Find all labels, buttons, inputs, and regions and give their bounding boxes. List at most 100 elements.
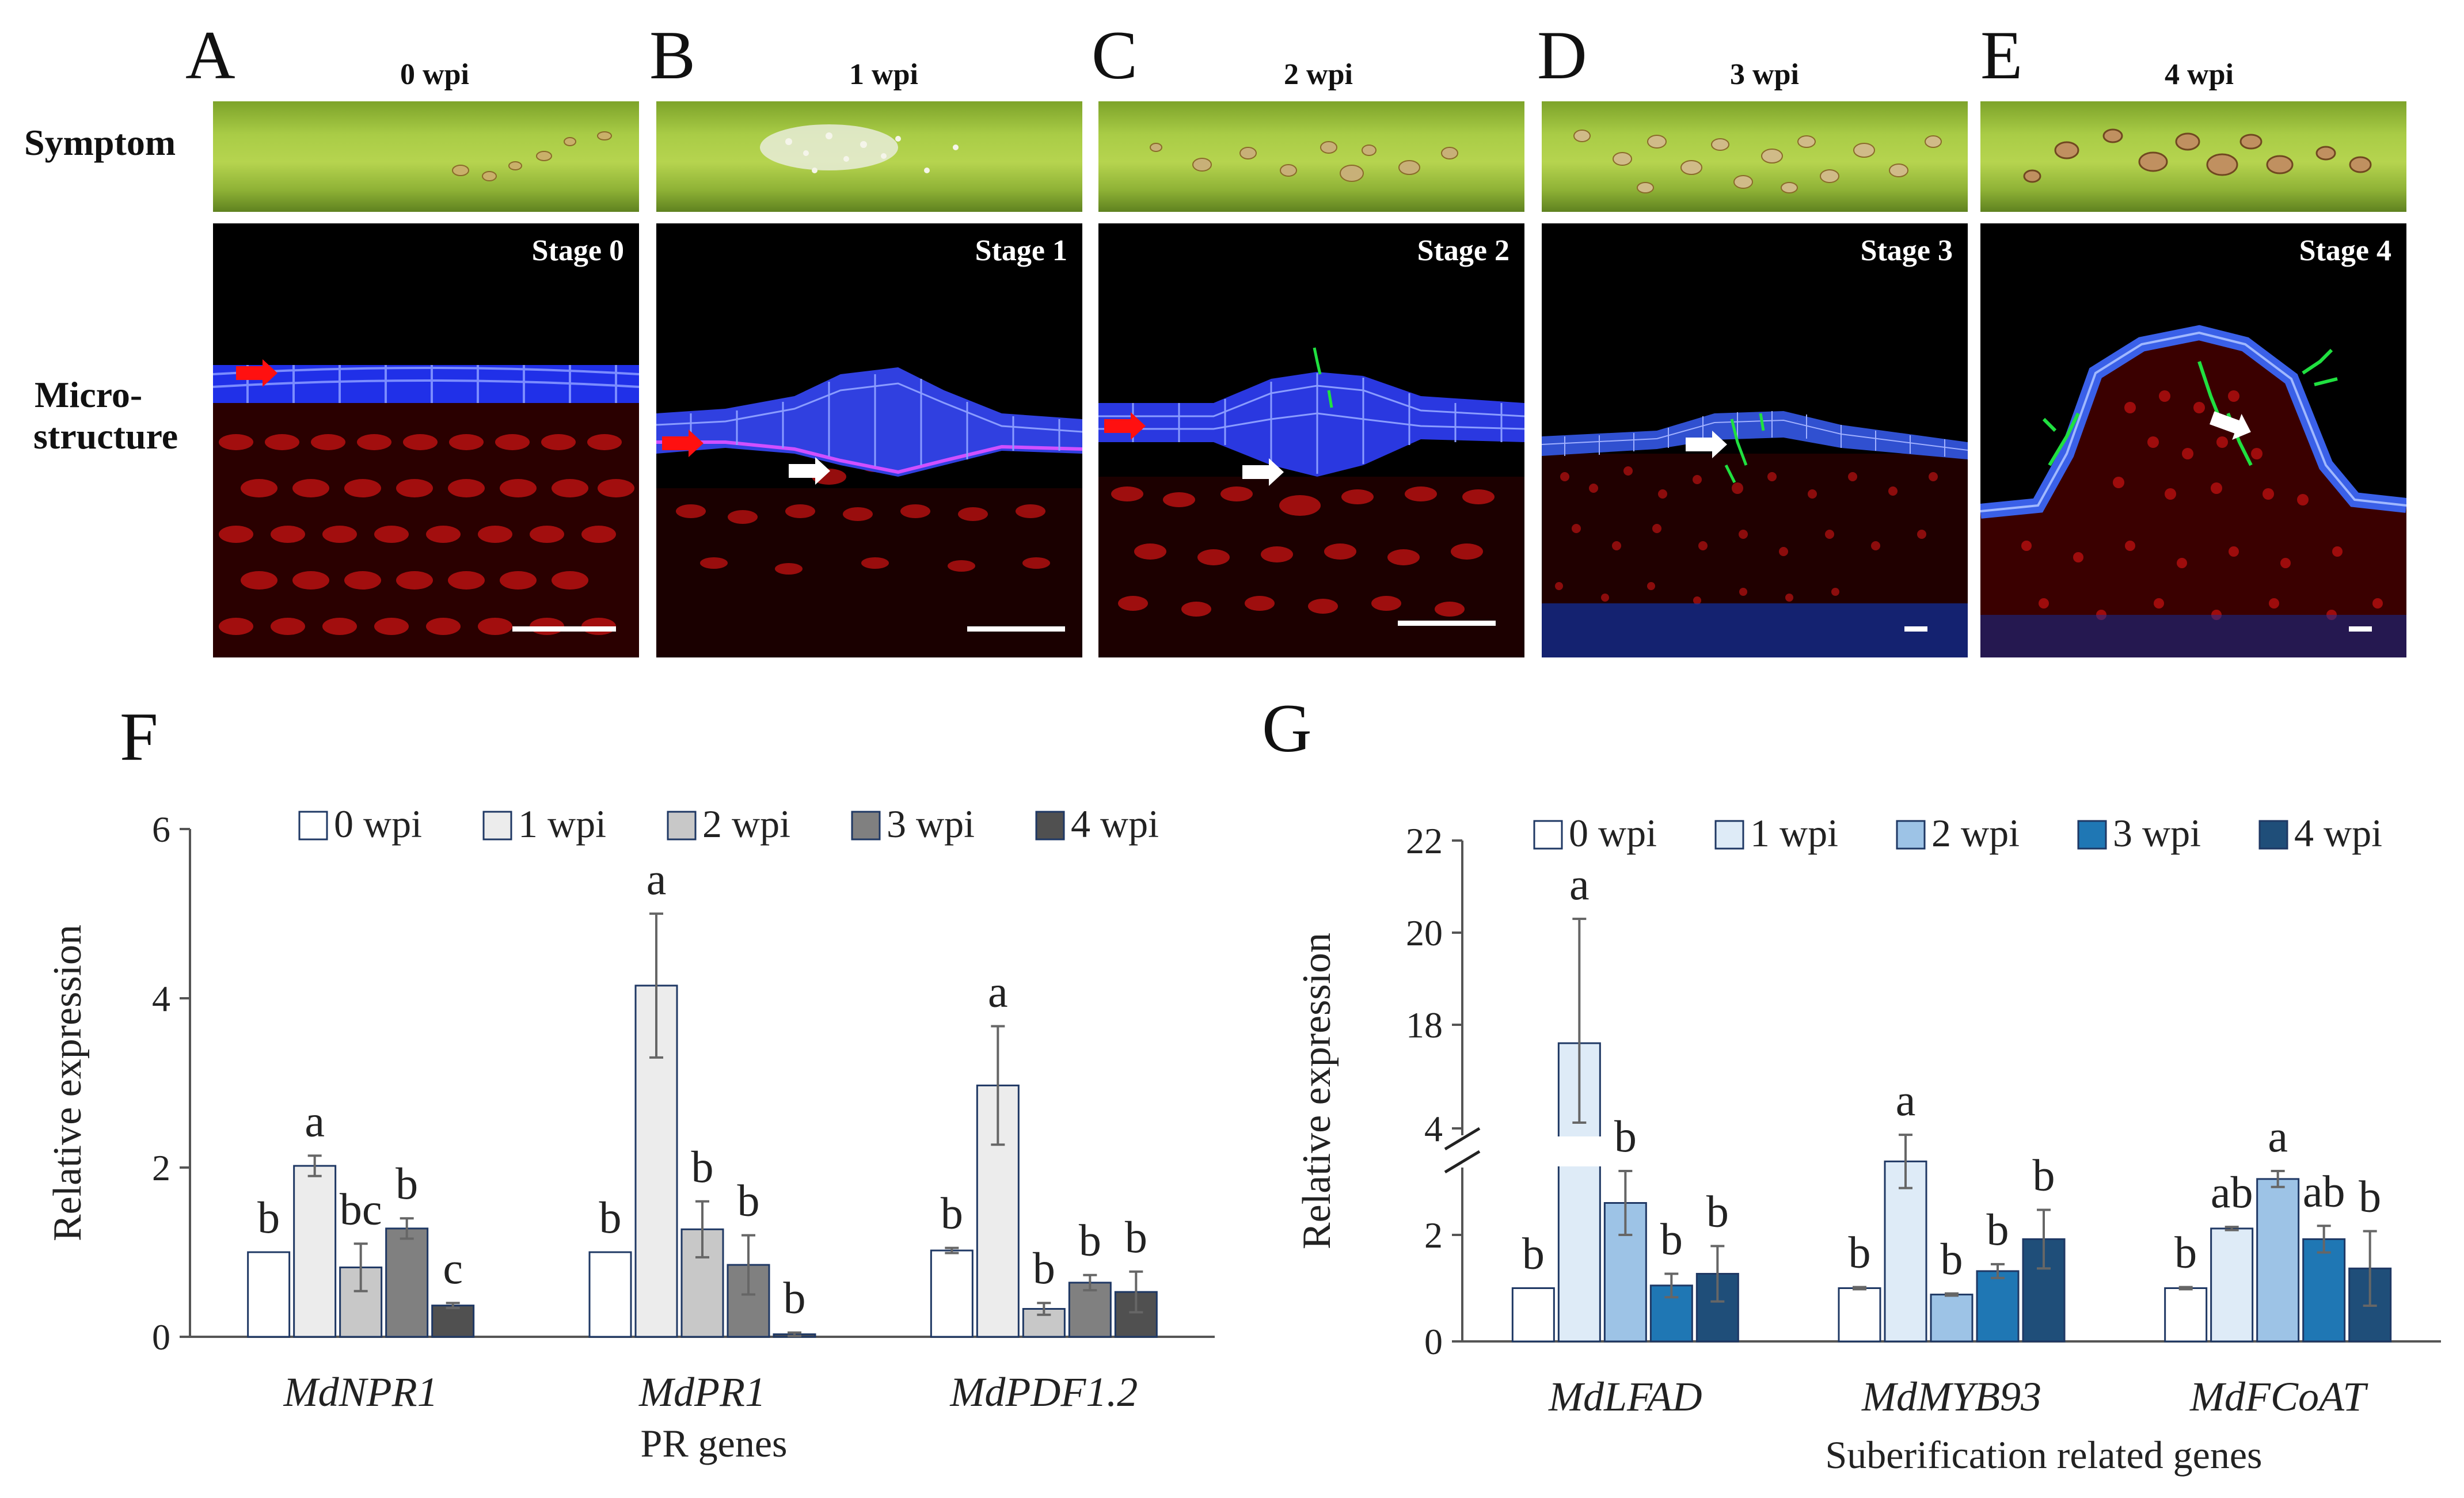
- micro-photo-c: Stage 2: [1098, 223, 1524, 657]
- significance-letter: b: [2174, 1227, 2197, 1278]
- symptom-lesions-d: [1573, 130, 1942, 193]
- legend-swatch: [667, 811, 697, 841]
- symptom-lesions-c: [1150, 141, 1458, 182]
- legend-label: 4 wpi: [2294, 811, 2382, 855]
- significance-letter: b: [1522, 1229, 1545, 1279]
- legend-swatch: [482, 811, 512, 841]
- timepoint-label-b: 1 wpi: [849, 58, 918, 91]
- legend-swatch: [2077, 820, 2107, 850]
- green-fluorescence-d: [1724, 413, 1765, 484]
- significance-letter: ab: [2211, 1167, 2253, 1217]
- y-tick-label: 0: [152, 1317, 170, 1358]
- significance-letter: b: [941, 1188, 963, 1238]
- symptom-photo-b: [656, 101, 1082, 212]
- significance-letter: a: [1896, 1075, 1916, 1125]
- white-arrow-e: [2210, 411, 2251, 440]
- stage-label-d: Stage 3: [1860, 234, 1953, 267]
- fluorescence-image-a: [213, 359, 639, 657]
- legend-label: 1 wpi: [1750, 811, 1838, 855]
- x-axis-title: PR genes: [641, 1421, 788, 1465]
- significance-letter: c: [443, 1243, 463, 1293]
- fluorescence-image-e: [1980, 325, 2406, 657]
- significance-letter: b: [599, 1192, 622, 1242]
- white-arrow-d: [1686, 431, 1727, 458]
- symptom-lesions-a: [452, 131, 612, 181]
- symptom-lesions-b: [760, 124, 959, 173]
- stage-label-b: Stage 1: [975, 234, 1067, 267]
- stage-label-c: Stage 2: [1417, 234, 1509, 267]
- bar-mdlfad-s2: [1603, 1202, 1647, 1343]
- y-tick-label: 4: [1424, 1108, 1443, 1149]
- red-arrow-a: [236, 359, 277, 387]
- legend-label: 2 wpi: [1931, 811, 2020, 855]
- fluorescence-image-d: [1542, 411, 1968, 657]
- bar-mdpdf12-s4: [1114, 1291, 1158, 1338]
- bar-mdfcoat-s3: [2302, 1238, 2346, 1343]
- y-tick-label: 2: [1424, 1215, 1443, 1256]
- bar-mdmyb93-s0: [1838, 1287, 1881, 1343]
- symptom-photo-a: [213, 101, 639, 212]
- y-tick-label: 20: [1406, 913, 1443, 953]
- category-label: MdMYB93: [1861, 1374, 2041, 1420]
- significance-letter: b: [1987, 1204, 2009, 1254]
- significance-letter: b: [737, 1176, 760, 1226]
- panel-letter-f: F: [120, 698, 158, 775]
- red-arrow-b: [662, 429, 704, 457]
- category-label: MdNPR1: [283, 1369, 438, 1415]
- micro-photo-a: Stage 0: [213, 223, 639, 657]
- significance-letter: b: [1033, 1243, 1055, 1293]
- significance-letter: b: [784, 1273, 806, 1323]
- legend-swatch: [1035, 811, 1065, 841]
- significance-letter: b: [1941, 1234, 1963, 1284]
- symptom-photo-e: [1980, 101, 2406, 212]
- x-axis-title: Suberification related genes: [1825, 1433, 2262, 1477]
- significance-letter: b: [1125, 1212, 1147, 1262]
- significance-letter: a: [1569, 859, 1590, 909]
- micro-photo-b: Stage 1: [656, 223, 1082, 657]
- panel-letter-b: B: [649, 17, 696, 93]
- significance-letter: a: [647, 854, 667, 904]
- legend-label: 2 wpi: [702, 802, 790, 846]
- axis-break-mark: [1444, 1150, 1481, 1174]
- significance-letter: b: [691, 1142, 714, 1192]
- panel-letter-e: E: [1980, 17, 2023, 93]
- fluorescence-image-b: [656, 367, 1082, 657]
- row-label-symptom: Symptom: [24, 122, 176, 163]
- legend-swatch: [1714, 820, 1744, 850]
- significance-letter: b: [2359, 1172, 2381, 1222]
- significance-letter: b: [1849, 1227, 1871, 1278]
- panel-letter-c: C: [1092, 17, 1138, 93]
- legend-swatch: [2258, 820, 2288, 850]
- bar-mdnpr1-s1: [293, 1165, 337, 1338]
- y-tick-label: 4: [152, 978, 170, 1019]
- significance-letter: b: [1614, 1111, 1637, 1161]
- y-tick-label: 0: [1424, 1321, 1443, 1362]
- legend-label: 3 wpi: [887, 802, 975, 846]
- significance-letter: ab: [2303, 1166, 2345, 1216]
- axis-break-mark: [1444, 1127, 1481, 1151]
- fluorescence-image-c: [1098, 347, 1524, 657]
- scale-bar-d: [1904, 626, 1927, 632]
- timepoint-label-d: 3 wpi: [1730, 58, 1799, 91]
- legend-swatch: [1896, 820, 1926, 850]
- symptom-lesions-e: [2023, 128, 2372, 183]
- stage-label-e: Stage 4: [2299, 234, 2391, 267]
- white-arrow-b: [789, 457, 830, 485]
- category-label: MdPR1: [638, 1369, 766, 1415]
- row-label-microstructure: Micro- structure: [33, 374, 178, 457]
- bar-break-gap: [1557, 1136, 1602, 1166]
- y-tick-label: 22: [1406, 820, 1443, 861]
- bar-mdpr1-s0: [588, 1251, 632, 1338]
- legend-label: 3 wpi: [2113, 811, 2201, 855]
- legend-label: 0 wpi: [334, 802, 422, 846]
- red-arrow-c: [1104, 412, 1146, 440]
- legend-label: 4 wpi: [1071, 802, 1159, 846]
- scale-bar-c: [1398, 621, 1496, 626]
- timepoint-label-a: 0 wpi: [400, 58, 469, 91]
- row-label-micro-line1: Micro-: [35, 374, 143, 415]
- white-arrow-c: [1242, 458, 1284, 486]
- y-axis-title: Relative expression: [1295, 933, 1339, 1249]
- bar-mdmyb93-s3: [1976, 1270, 2020, 1343]
